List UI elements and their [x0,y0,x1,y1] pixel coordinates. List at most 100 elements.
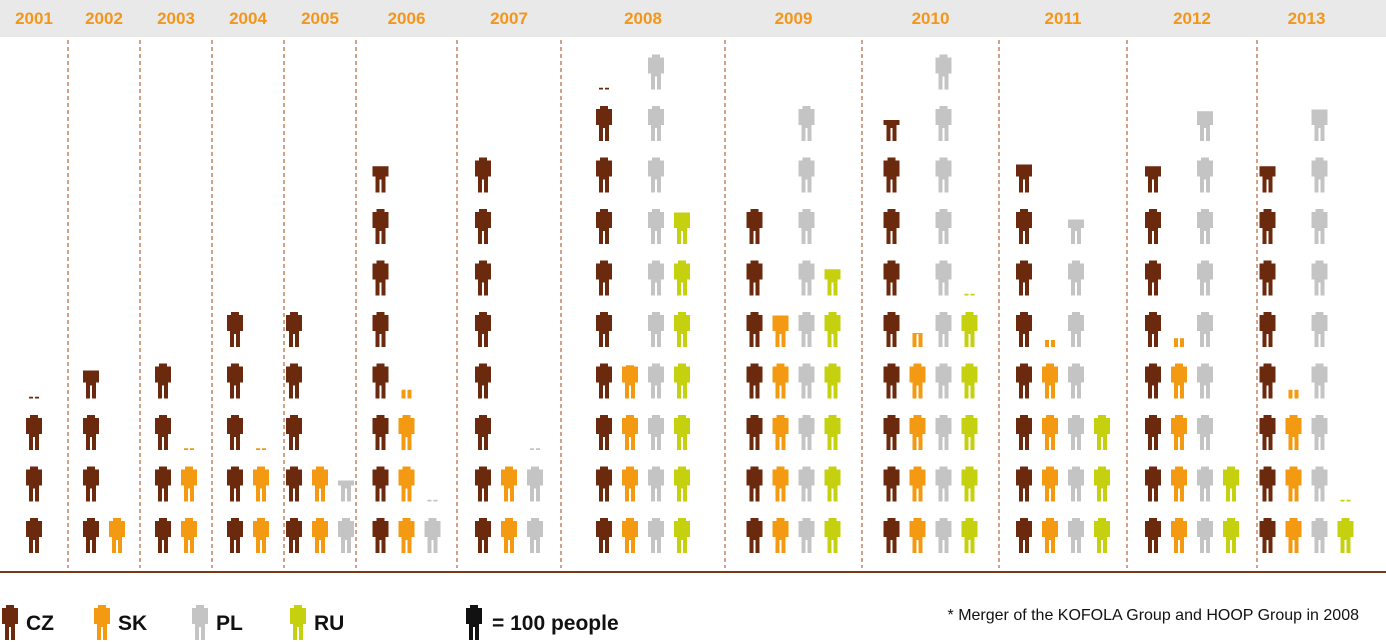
icon-cz [1259,415,1276,450]
icon-pl [1197,466,1213,502]
legend-item-cz: CZ [2,605,54,640]
icon-cz [227,312,243,347]
stack-sk-2005 [312,466,328,553]
icon-cz [1259,209,1276,244]
icon-sk [181,518,197,553]
icon-pl [648,106,664,141]
icon-cz [1145,209,1161,244]
stack-sk-2009 [772,315,789,553]
icon-cz [883,415,900,450]
icon-sk [398,415,415,450]
stack-sk-2006 [398,389,415,553]
people-icons [26,54,1354,553]
icon-cz [746,209,763,244]
legend-label-sk: SK [118,612,147,635]
icon-sk [622,518,638,553]
icon-sk [1171,518,1187,553]
sk-icon [94,605,110,640]
icon-cz [286,415,302,450]
icon-partial-cz [1016,164,1032,193]
icon-cz [1016,209,1032,244]
icon-sk [253,518,269,553]
stack-pl-2011 [1068,219,1084,553]
icon-cz [1259,518,1276,553]
icon-sk [909,518,926,553]
icon-pl [798,363,815,399]
icon-sk [1042,415,1058,450]
icon-sk [1171,363,1187,399]
legend-item-ru: RU [290,605,344,640]
icon-pl [935,415,952,450]
icon-partial-sk [1045,340,1055,347]
icon-cz [475,415,491,450]
icon-cz [155,518,171,553]
icon-partial-sk [1174,338,1184,347]
legend-label-ru: RU [314,612,344,635]
icon-cz [746,260,763,296]
icon-pl [935,312,952,347]
stack-pl-2013 [1311,109,1328,553]
icon-pl [1311,518,1328,553]
icon-ru [1094,415,1110,450]
icon-ru [674,415,690,450]
person-unit-icon [466,605,482,640]
icon-cz [155,415,171,450]
icon-partial-pl [338,480,354,502]
year-header-band [0,0,1386,37]
icon-pl [648,518,664,553]
icon-pl [798,260,815,296]
unit-label: = 100 people [492,612,619,635]
icon-pl [1197,260,1213,296]
year-label-2001: 2001 [15,9,53,28]
icon-pl [1311,363,1328,399]
icon-pl [1068,518,1084,553]
icon-cz [372,312,389,347]
icon-cz [372,209,389,244]
icon-ru [824,415,841,450]
stack-cz-2002 [83,370,99,553]
stack-ru-2008 [674,212,690,553]
icon-partial-sk [1288,389,1299,399]
stack-sk-2010 [909,333,926,553]
icon-pl [648,415,664,450]
icon-pl [1068,415,1084,450]
icon-cz [746,518,763,553]
icon-cz [1145,518,1161,553]
icon-sk [312,466,328,502]
year-label-2010: 2010 [912,9,950,28]
cz-icon [2,605,18,640]
icon-pl [648,54,664,90]
icon-pl [1311,415,1328,450]
legend: CZ SK PL RU [2,605,482,640]
icon-cz [155,363,171,399]
icon-cz [1016,518,1032,553]
icon-pl [935,209,952,244]
column-separators [67,40,1258,568]
icon-cz [26,518,42,553]
icon-pl [798,106,815,141]
year-label-2012: 2012 [1173,9,1211,28]
icon-sk [312,518,328,553]
legend-label-cz: CZ [26,612,54,635]
icon-partial-sk [184,448,194,450]
icon-sk [909,415,926,450]
icon-sk [398,518,415,553]
icon-cz [372,260,389,296]
icon-pl [1311,260,1328,296]
icon-pl [1311,466,1328,502]
icon-cz [596,106,612,141]
icon-pl [1068,363,1084,399]
icon-sk [622,466,638,502]
icon-cz [475,157,491,193]
icon-cz [475,312,491,347]
icon-partial-cz [883,120,900,141]
icon-cz [1016,415,1032,450]
stack-cz-2008 [596,87,612,553]
icon-partial-sk [256,448,266,450]
stack-cz-2004 [227,312,243,553]
icon-partial-ru [824,269,841,296]
icon-partial-pl [427,499,438,502]
icon-ru [1223,466,1239,502]
icon-sk [501,518,517,553]
